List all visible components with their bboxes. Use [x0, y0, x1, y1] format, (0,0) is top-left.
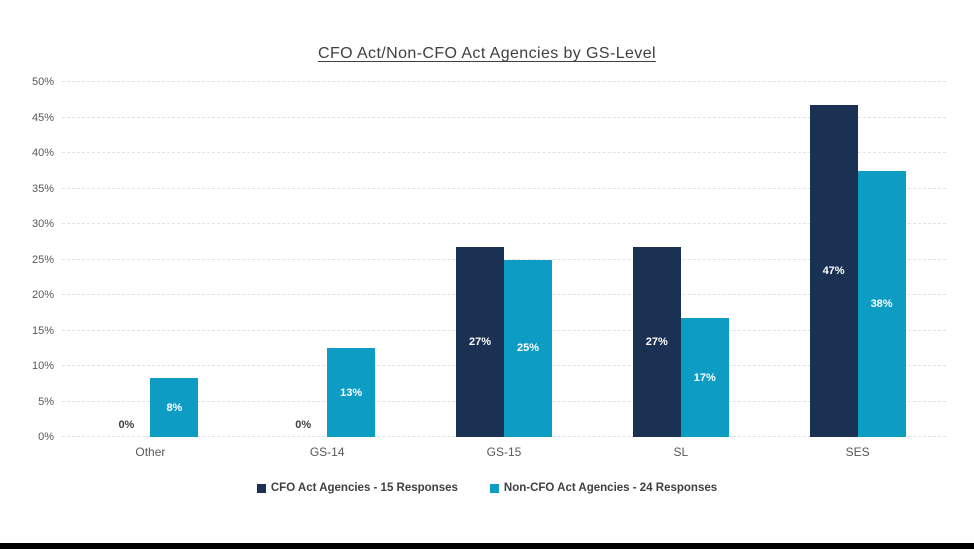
x-axis-category-label: Other	[135, 445, 166, 459]
x-axis-category-label: SL	[673, 445, 689, 459]
bar-group-other: 0% 8%	[62, 82, 239, 437]
y-axis-tick-label: 30%	[31, 218, 54, 230]
legend-label: Non-CFO Act Agencies - 24 Responses	[503, 482, 718, 494]
bar-data-label: 25%	[516, 342, 539, 355]
bar-data-label: 27%	[645, 336, 668, 349]
y-axis-tick-label: 15%	[31, 324, 54, 337]
bar-cfo-act-gs-15: 27%	[455, 247, 504, 437]
gridline	[62, 116, 946, 118]
x-axis-category-label: SES	[845, 445, 870, 459]
bar-data-label: 38%	[870, 297, 893, 310]
bar-non-cfo-act-sl: 17%	[680, 318, 729, 437]
legend-swatch-icon	[489, 483, 499, 493]
y-axis-tick-label: 40%	[31, 147, 54, 159]
legend: CFO Act Agencies - 15 Responses Non-CFO A…	[0, 482, 974, 494]
legend-label: CFO Act Agencies - 15 Responses	[270, 482, 458, 494]
bar-group-gs-15: 27% 25%	[416, 82, 593, 437]
bar-data-label: 0%	[118, 419, 135, 431]
gridline	[62, 187, 946, 189]
bar-cfo-act-ses: 47%	[809, 105, 858, 437]
bar-group-gs-14: 0% 13%	[239, 82, 416, 437]
bar-data-label: 47%	[822, 265, 845, 278]
gridline	[62, 223, 946, 224]
y-axis-tick-label: 0%	[38, 431, 54, 443]
x-axis-category-label: GS-15	[486, 445, 522, 459]
bar-non-cfo-act-ses: 38%	[857, 170, 906, 437]
bar-data-label: 17%	[693, 371, 716, 384]
bar-data-label: 13%	[340, 386, 363, 399]
y-axis-tick-label: 50%	[31, 76, 54, 88]
legend-swatch-icon	[256, 483, 266, 493]
bar-data-label: 27%	[468, 336, 491, 349]
bar-group-ses: 47% 38%	[769, 82, 946, 437]
legend-item-non-cfo-act: Non-CFO Act Agencies - 24 Responses	[489, 482, 718, 494]
bar-non-cfo-act-other: 8%	[150, 378, 199, 437]
y-axis-tick-label: 5%	[38, 395, 54, 408]
y-axis-tick-label: 20%	[31, 289, 54, 301]
gridline	[62, 258, 946, 260]
bar-data-label: 0%	[295, 419, 312, 431]
gridline	[62, 152, 946, 153]
x-axis-labels: Other GS-14 GS-15 SL SES	[62, 445, 946, 459]
y-axis-tick-label: 45%	[31, 111, 54, 124]
bottom-border-bar	[0, 543, 974, 549]
y-axis-tick-label: 10%	[31, 360, 54, 372]
bar-non-cfo-act-gs-14: 13%	[327, 348, 376, 437]
bar-non-cfo-act-gs-15: 25%	[503, 259, 552, 437]
chart-title: CFO Act/Non-CFO Act Agencies by GS-Level	[318, 45, 656, 62]
bar-groups: 0% 8% 0% 13% 27% 25% 27% 17% 47% 38%	[62, 82, 946, 437]
bar-cfo-act-sl: 27%	[632, 247, 681, 437]
y-axis-tick-label: 25%	[31, 253, 54, 266]
x-axis-category-label: GS-14	[309, 445, 345, 459]
bar-group-sl: 27% 17%	[592, 82, 769, 437]
gridline	[62, 81, 946, 82]
legend-item-cfo-act: CFO Act Agencies - 15 Responses	[256, 482, 458, 494]
plot-area: 0% 8% 0% 13% 27% 25% 27% 17% 47% 38% 0% 5% 10% 15% 20…	[32, 76, 946, 443]
bar-data-label: 8%	[166, 401, 183, 414]
y-axis-tick-label: 35%	[31, 182, 54, 195]
